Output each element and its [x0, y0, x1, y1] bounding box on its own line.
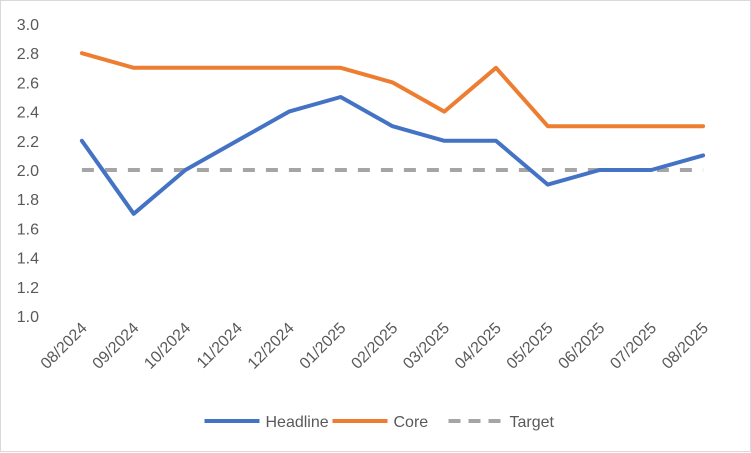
x-tick-label: 08/2025: [659, 320, 712, 373]
x-tick-label: 12/2024: [245, 320, 298, 373]
x-tick-label: 02/2025: [348, 320, 401, 373]
series-line-core: [79, 51, 706, 129]
y-tick-label: 1.6: [17, 221, 39, 238]
series-line-headline: [79, 95, 706, 216]
y-axis: 1.0 1.2 1.4 1.6 1.8 2.0 2.2 2.4 2.6 2.8 3.0: [17, 17, 39, 326]
y-tick-label: 1.8: [17, 192, 39, 209]
x-tick-label: 11/2024: [194, 320, 246, 372]
x-tick-label: 06/2025: [555, 320, 608, 373]
x-tick-label: 07/2025: [607, 320, 660, 373]
plot-series: [79, 51, 706, 216]
y-tick-label: 1.0: [17, 309, 39, 326]
y-tick-label: 2.2: [17, 134, 39, 151]
x-tick-label: 04/2025: [452, 320, 505, 373]
y-tick-label: 1.4: [17, 251, 39, 268]
x-tick-label: 05/2025: [504, 320, 557, 373]
y-tick-label: 3.0: [17, 17, 39, 34]
legend-label-target: Target: [510, 414, 555, 431]
y-tick-label: 2.8: [17, 46, 39, 63]
y-tick-label: 2.4: [17, 105, 39, 122]
y-tick-label: 2.6: [17, 75, 39, 92]
x-tick-label: 10/2024: [141, 320, 194, 373]
legend-label-core: Core: [394, 414, 429, 431]
x-tick-label: 01/2025: [297, 320, 350, 373]
x-tick-label: 03/2025: [400, 320, 453, 373]
legend: Headline Core Target: [204, 414, 555, 431]
legend-label-headline: Headline: [266, 414, 329, 431]
y-tick-label: 1.2: [17, 280, 39, 297]
y-tick-label: 2.0: [17, 163, 39, 180]
x-tick-label: 08/2024: [38, 320, 91, 373]
x-tick-label: 09/2024: [90, 320, 143, 373]
